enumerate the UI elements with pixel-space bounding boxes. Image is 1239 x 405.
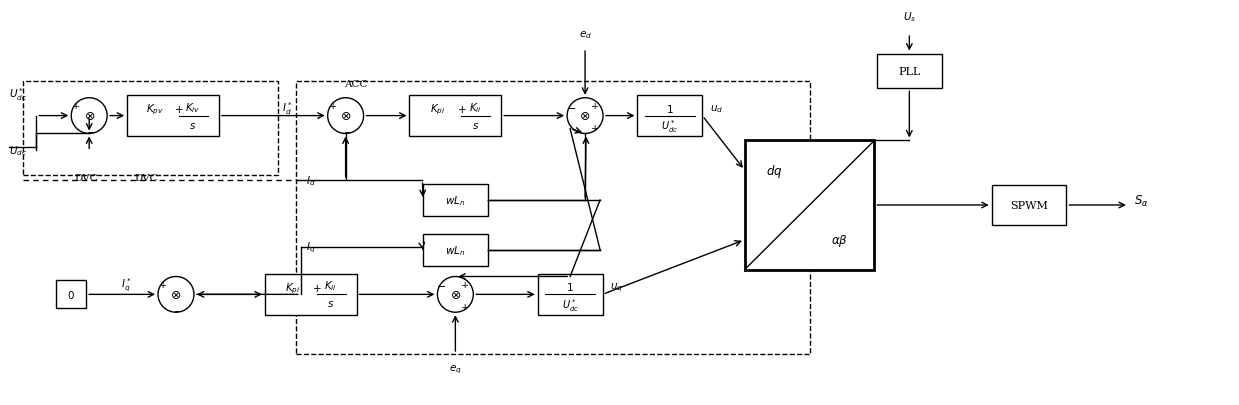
Text: $K_{ii}$: $K_{ii}$: [468, 100, 482, 114]
Text: $-$: $-$: [566, 101, 576, 111]
Text: $K_{iv}$: $K_{iv}$: [186, 100, 201, 114]
Bar: [538, 274, 602, 315]
Bar: [637, 96, 703, 137]
Text: $+$: $+$: [456, 104, 466, 115]
Circle shape: [437, 277, 473, 313]
Text: +: +: [72, 102, 81, 111]
Text: $u_d$: $u_d$: [710, 102, 724, 114]
Text: $-$: $-$: [342, 126, 353, 136]
Text: $S_\alpha$: $S_\alpha$: [1134, 193, 1149, 208]
Text: $\otimes$: $\otimes$: [83, 110, 95, 123]
Text: +: +: [159, 280, 167, 289]
Text: $+$: $+$: [175, 104, 183, 115]
Text: $I^*_d$: $I^*_d$: [282, 100, 294, 117]
Text: $U^*_{dc}$: $U^*_{dc}$: [10, 86, 27, 103]
Text: $-$: $-$: [436, 280, 446, 290]
Text: $1$: $1$: [566, 281, 574, 293]
Text: $K_{ii}$: $K_{ii}$: [325, 279, 337, 292]
Text: $U_s$: $U_s$: [903, 11, 916, 24]
Text: $e_d$: $e_d$: [579, 29, 591, 41]
Text: $I_q$: $I_q$: [306, 240, 315, 254]
Text: $-$: $-$: [87, 126, 97, 136]
Text: $U^*_{dc}$: $U^*_{dc}$: [561, 296, 579, 313]
Text: DVC: DVC: [134, 174, 157, 183]
Bar: [296, 82, 809, 354]
Text: $\otimes$: $\otimes$: [450, 288, 461, 301]
Text: $\alpha\beta$: $\alpha\beta$: [831, 232, 847, 248]
Text: $wL_n$: $wL_n$: [445, 243, 466, 257]
Polygon shape: [745, 141, 875, 270]
Text: $+$: $+$: [312, 282, 321, 293]
Text: $dq$: $dq$: [767, 162, 783, 179]
Bar: [56, 281, 87, 309]
Text: $wL_n$: $wL_n$: [445, 194, 466, 207]
Text: +: +: [461, 280, 470, 289]
Text: $\otimes$: $\otimes$: [580, 110, 591, 123]
Text: +: +: [591, 124, 600, 133]
Bar: [422, 185, 488, 216]
Bar: [409, 96, 502, 137]
Circle shape: [159, 277, 195, 313]
Text: $I^*_q$: $I^*_q$: [120, 276, 131, 293]
Text: ACC: ACC: [344, 80, 367, 89]
Bar: [422, 234, 488, 266]
Text: $\otimes$: $\otimes$: [170, 288, 182, 301]
Bar: [877, 54, 942, 89]
Text: $K_{pi}$: $K_{pi}$: [285, 281, 300, 295]
Text: $s$: $s$: [472, 120, 479, 130]
Circle shape: [327, 98, 363, 134]
Text: $s$: $s$: [190, 120, 197, 130]
Text: $1$: $1$: [667, 102, 674, 114]
Text: $\otimes$: $\otimes$: [339, 110, 352, 123]
Text: $e_q$: $e_q$: [449, 363, 462, 375]
Bar: [128, 96, 219, 137]
Text: $I_d$: $I_d$: [306, 174, 316, 188]
Bar: [991, 185, 1067, 225]
Circle shape: [71, 98, 107, 134]
Text: $s$: $s$: [327, 298, 335, 309]
Text: SPWM: SPWM: [1010, 200, 1048, 211]
Text: $-$: $-$: [173, 305, 183, 315]
Circle shape: [567, 98, 603, 134]
Bar: [24, 82, 278, 176]
Text: +: +: [328, 102, 337, 111]
Text: +: +: [591, 102, 600, 111]
Text: $K_{pv}$: $K_{pv}$: [146, 102, 164, 117]
Text: +: +: [461, 302, 470, 311]
Text: $u_q$: $u_q$: [610, 281, 623, 293]
Text: $K_{pi}$: $K_{pi}$: [430, 102, 445, 117]
Text: $U_{dc}$: $U_{dc}$: [10, 144, 27, 158]
Text: $U^*_{dc}$: $U^*_{dc}$: [662, 118, 679, 134]
Text: DVC: DVC: [74, 174, 98, 183]
Text: PLL: PLL: [898, 67, 921, 77]
Text: $0$: $0$: [67, 289, 76, 301]
Bar: [265, 274, 357, 315]
